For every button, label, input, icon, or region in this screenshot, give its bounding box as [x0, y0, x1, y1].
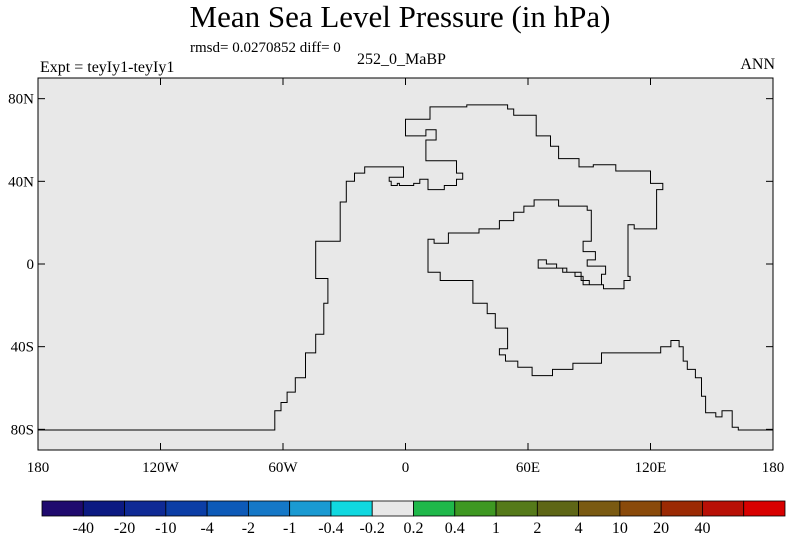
colorbar-label: -10: [155, 520, 176, 534]
colorbar-swatch: [743, 500, 786, 517]
colorbar-label: -20: [114, 520, 135, 534]
colorbar-label: -1: [283, 520, 296, 534]
chart-title: Mean Sea Level Pressure (in hPa): [189, 0, 611, 34]
colorbar-swatch: [206, 500, 249, 517]
axis-layer: 180 120W 60W 0 60E 120E 180 80N 40N 0 40S 80S: [8, 78, 784, 476]
colorbar-swatch: [165, 500, 208, 517]
colorbar-swatch: [660, 500, 703, 517]
plot-area: [37, 77, 774, 451]
x-tick-label: 60W: [268, 460, 298, 476]
y-tick-label: 0: [27, 257, 35, 273]
x-tick-label: 180: [762, 460, 785, 476]
x-tick-label: 120W: [142, 460, 180, 476]
colorbar-swatch: [82, 500, 125, 517]
colorbar-label: 0.2: [404, 520, 424, 534]
colorbar-swatch: [247, 500, 291, 517]
colorbar-swatch: [454, 500, 497, 517]
coastline-0: [38, 104, 773, 431]
colorbar-label: 40: [694, 520, 710, 534]
colorbar-label: 1: [492, 520, 500, 534]
colorbar-label: -4: [200, 520, 213, 534]
colorbar-label: -40: [73, 520, 94, 534]
colorbar-label: -0.4: [318, 520, 343, 534]
colorbar-label: 20: [653, 520, 669, 534]
experiment-label: Expt = teyIy1-teyIy1: [40, 59, 175, 76]
season-label: ANN: [740, 56, 775, 73]
colorbar: -40 -20 -10 -4 -2 -1 -0.4 -0.2 0.2 0.4 1 2 4 10 20 40: [41, 500, 786, 534]
colorbar-label: 4: [575, 520, 583, 534]
rmsd-diff-label: rmsd= 0.0270852 diff= 0: [190, 40, 341, 56]
colorbar-label: 0.4: [445, 520, 465, 534]
y-tick-label: 40S: [11, 340, 34, 356]
x-tick-label: 180: [27, 460, 50, 476]
coastline-layer: [38, 104, 773, 431]
colorbar-swatch: [124, 500, 167, 517]
colorbar-swatch: [536, 500, 580, 517]
colorbar-swatch: [702, 500, 745, 517]
x-tick-label: 60E: [516, 460, 540, 476]
colorbar-swatch: [619, 500, 662, 517]
colorbar-swatch: [371, 500, 414, 517]
colorbar-swatch: [578, 500, 621, 517]
colorbar-swatch: [41, 500, 84, 517]
y-tick-label: 80N: [8, 92, 34, 108]
colorbar-label: 10: [612, 520, 628, 534]
x-tick-label: 0: [402, 460, 410, 476]
colorbar-label: -0.2: [360, 520, 385, 534]
y-tick-label: 80S: [11, 422, 34, 438]
colorbar-label: 2: [533, 520, 541, 534]
period-label: 252_0_MaBP: [357, 51, 446, 68]
colorbar-swatch: [495, 500, 538, 517]
colorbar-swatch: [289, 500, 332, 517]
y-tick-label: 40N: [8, 174, 34, 190]
colorbar-label: -2: [242, 520, 255, 534]
colorbar-swatch: [413, 500, 456, 517]
x-tick-label: 120E: [635, 460, 667, 476]
colorbar-swatch: [330, 500, 373, 517]
